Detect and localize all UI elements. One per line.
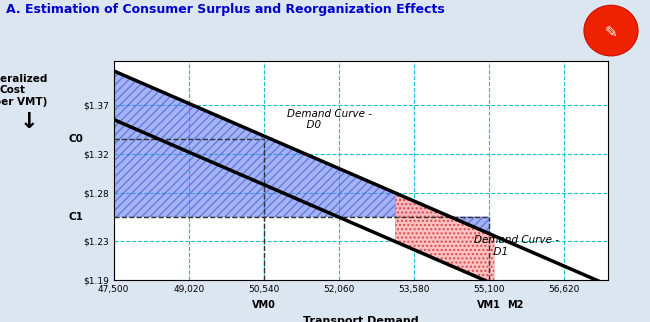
Circle shape [585,6,637,55]
Text: M2: M2 [507,299,523,309]
Text: A. Estimation of Consumer Surplus and Reorganization Effects: A. Estimation of Consumer Surplus and Re… [6,3,445,16]
Text: Demand Curve -
      D0: Demand Curve - D0 [287,109,372,130]
Text: VM0: VM0 [252,299,276,309]
Text: Demand Curve -
      D1: Demand Curve - D1 [474,235,560,257]
Text: ✎: ✎ [604,25,617,40]
Text: VM1: VM1 [477,299,501,309]
Text: Generalized
Cost
($ per VMT): Generalized Cost ($ per VMT) [0,73,48,107]
Text: C0: C0 [68,134,83,144]
Polygon shape [395,193,494,284]
Text: ↓: ↓ [20,112,38,132]
X-axis label: Transport Demand: Transport Demand [303,316,419,322]
Circle shape [584,5,638,56]
Text: C1: C1 [68,212,83,222]
Polygon shape [114,71,489,234]
